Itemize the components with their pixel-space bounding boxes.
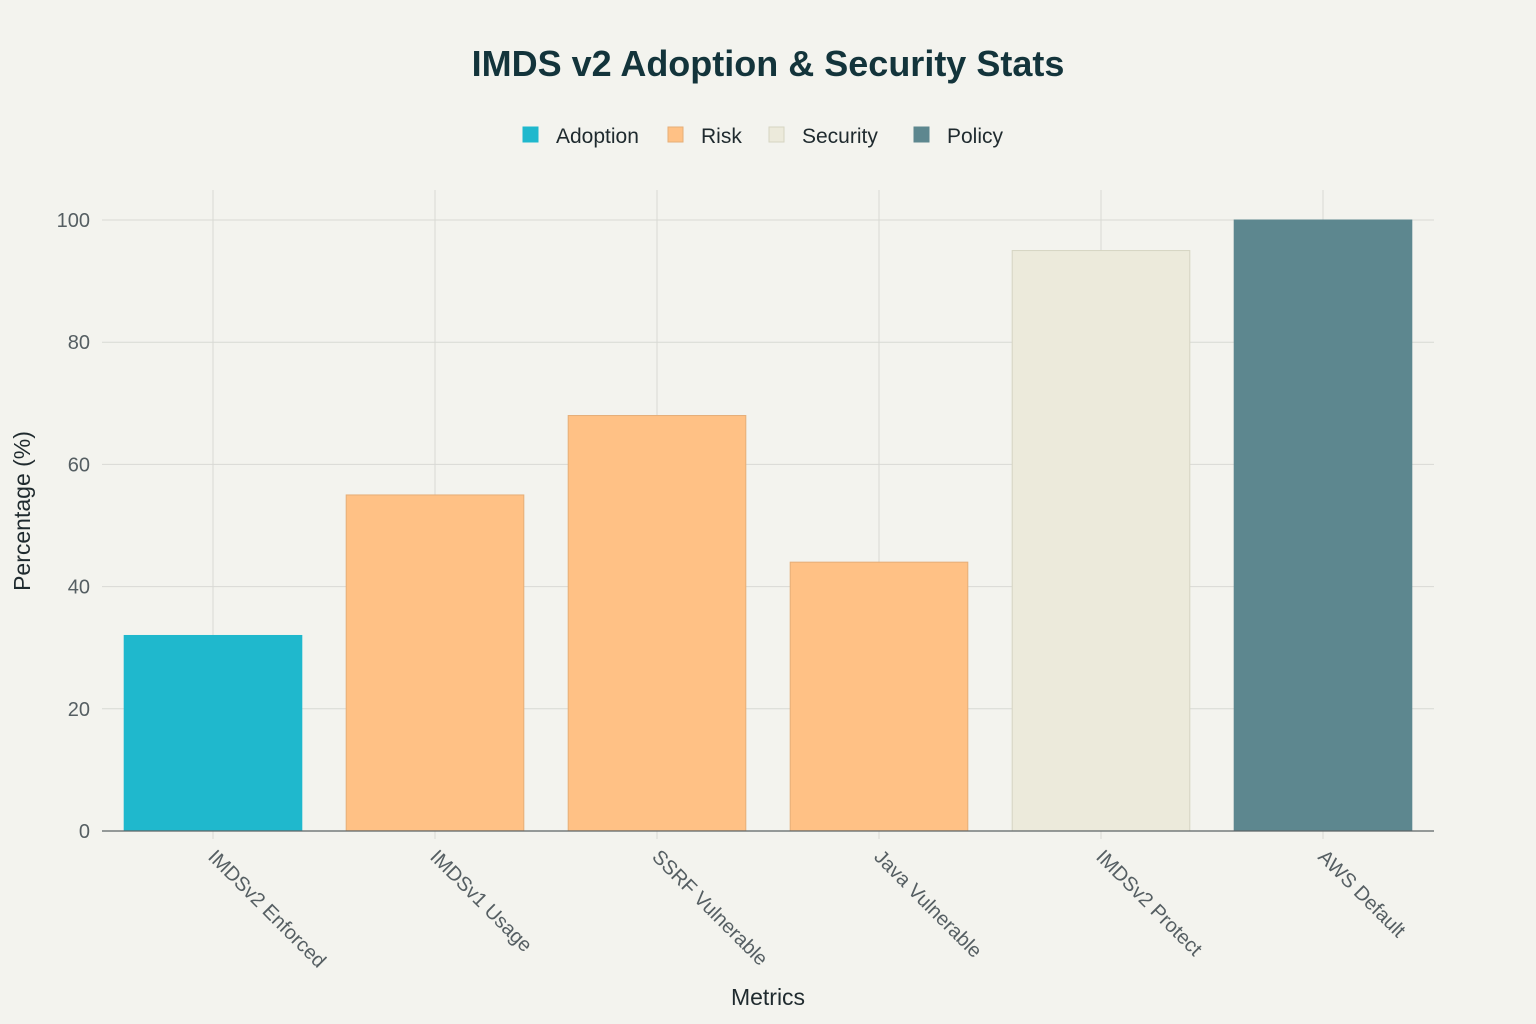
x-axis-ticks: IMDSv2 Enforced IMDSv1 Usage SSRF Vulnerab… — [203, 846, 1409, 972]
bar — [123, 634, 303, 832]
legend: Adoption Risk Security Policy — [522, 125, 1004, 148]
legend-label: Risk — [701, 125, 742, 148]
x-axis-title: Metrics — [731, 984, 805, 1010]
legend-label: Adoption — [556, 125, 639, 148]
x-tick-label: AWS Default — [1313, 846, 1409, 942]
y-axis-ticks: 0 20 40 60 80 100 — [57, 210, 90, 843]
bar — [345, 494, 525, 832]
bar — [567, 415, 747, 832]
bar — [789, 561, 969, 832]
legend-swatch — [667, 126, 684, 143]
legend-swatch — [522, 126, 539, 143]
y-tick-label: 0 — [79, 821, 90, 843]
x-tick-label: Java Vulnerable — [869, 846, 985, 962]
legend-label: Security — [802, 125, 878, 148]
bar — [1233, 219, 1413, 832]
y-tick-label: 80 — [68, 332, 90, 354]
legend-swatch — [768, 126, 785, 143]
bar — [1011, 250, 1191, 832]
y-tick-label: 40 — [68, 577, 90, 599]
y-tick-label: 60 — [68, 454, 90, 476]
x-tick-label: SSRF Vulnerable — [647, 846, 771, 970]
legend-item: Security — [768, 125, 878, 148]
legend-item: Risk — [667, 125, 742, 148]
x-tick-label: IMDSv2 Protect — [1091, 846, 1206, 961]
y-tick-label: 20 — [68, 699, 90, 721]
y-axis-title: Percentage (%) — [9, 431, 35, 591]
x-tick-label: IMDSv1 Usage — [425, 846, 536, 957]
legend-swatch — [913, 126, 930, 143]
legend-label: Policy — [947, 125, 1004, 148]
legend-item: Policy — [913, 125, 1004, 148]
chart-title: IMDS v2 Adoption & Security Stats — [472, 43, 1065, 84]
legend-item: Adoption — [522, 125, 639, 148]
y-tick-label: 100 — [57, 210, 90, 232]
x-tick-label: IMDSv2 Enforced — [203, 846, 329, 972]
bars — [123, 219, 1413, 832]
